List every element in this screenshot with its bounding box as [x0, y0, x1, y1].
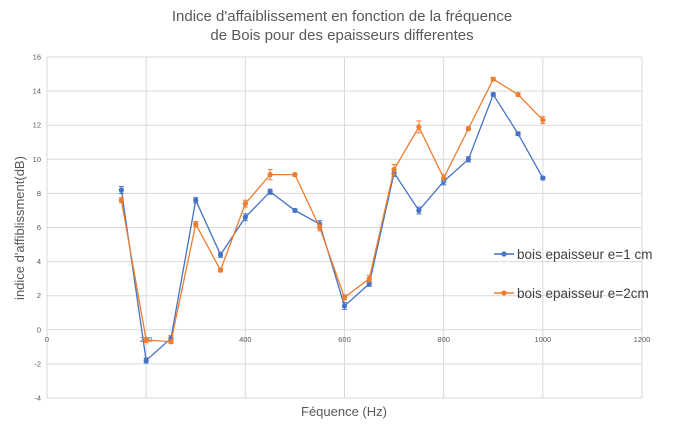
data-point	[540, 117, 546, 123]
y-tick-label: 8	[37, 189, 41, 198]
plot-series	[118, 76, 546, 364]
data-point	[193, 221, 199, 227]
data-point	[416, 207, 422, 214]
tick-labels: -4-20246810121416020040060080010001200	[33, 53, 651, 403]
data-point	[391, 166, 397, 173]
legend-marker	[501, 290, 507, 296]
data-point	[143, 357, 149, 364]
data-point	[540, 175, 546, 181]
x-tick-label: 800	[437, 335, 450, 344]
data-point	[292, 172, 298, 178]
y-tick-label: 6	[37, 223, 41, 232]
x-axis-label: Féquence (Hz)	[301, 404, 387, 419]
y-tick-label: 10	[33, 155, 41, 164]
data-point	[217, 252, 224, 258]
data-point	[515, 91, 521, 98]
legend-marker	[501, 251, 507, 257]
data-point	[242, 214, 248, 220]
data-point	[267, 172, 273, 178]
legend-label: bois epaisseur e=2cm	[517, 286, 649, 301]
data-point	[490, 76, 496, 82]
y-tick-label: 16	[33, 53, 41, 62]
data-point	[465, 126, 472, 132]
series-2	[118, 76, 546, 345]
y-tick-label: 12	[33, 121, 41, 130]
data-point	[143, 337, 149, 343]
x-tick-label: 0	[45, 335, 49, 344]
x-tick-label: 400	[239, 335, 252, 344]
data-point	[292, 207, 298, 214]
data-point	[341, 303, 348, 309]
y-tick-label: 0	[37, 325, 41, 334]
data-point	[490, 91, 496, 98]
y-tick-label: -4	[34, 394, 41, 403]
y-axis-label: indice d'affiblissment(dB)	[12, 156, 27, 300]
data-point	[465, 156, 472, 162]
data-point	[317, 224, 323, 231]
data-point	[416, 124, 422, 130]
y-tick-label: 14	[33, 87, 41, 96]
x-tick-label: 600	[338, 335, 351, 344]
y-tick-label: 4	[37, 257, 41, 266]
series-line	[120, 93, 544, 362]
legend-label: bois epaisseur e=1 cm	[517, 247, 652, 262]
data-point	[242, 201, 248, 207]
legend: bois epaisseur e=1 cm bois epaisseur e=2c…	[494, 247, 652, 301]
chart-title-line-1: Indice d'affaiblissement en fonction de …	[172, 8, 512, 25]
y-tick-label: -2	[34, 359, 41, 368]
chart-title-line-2: de Bois pour des epaisseurs differentes	[210, 27, 473, 44]
data-point	[217, 267, 224, 273]
series-line	[120, 78, 544, 343]
data-point	[366, 276, 372, 282]
x-tick-label: 1200	[634, 335, 651, 344]
data-point	[267, 189, 273, 195]
x-tick-label: 1000	[534, 335, 551, 344]
data-point	[168, 339, 174, 345]
data-point	[441, 175, 447, 181]
y-tick-label: 2	[37, 291, 41, 300]
data-point	[118, 187, 124, 193]
data-point	[341, 294, 348, 301]
data-point	[193, 197, 199, 203]
gridlines	[46, 56, 643, 399]
data-point	[515, 131, 521, 137]
data-point	[118, 197, 124, 203]
